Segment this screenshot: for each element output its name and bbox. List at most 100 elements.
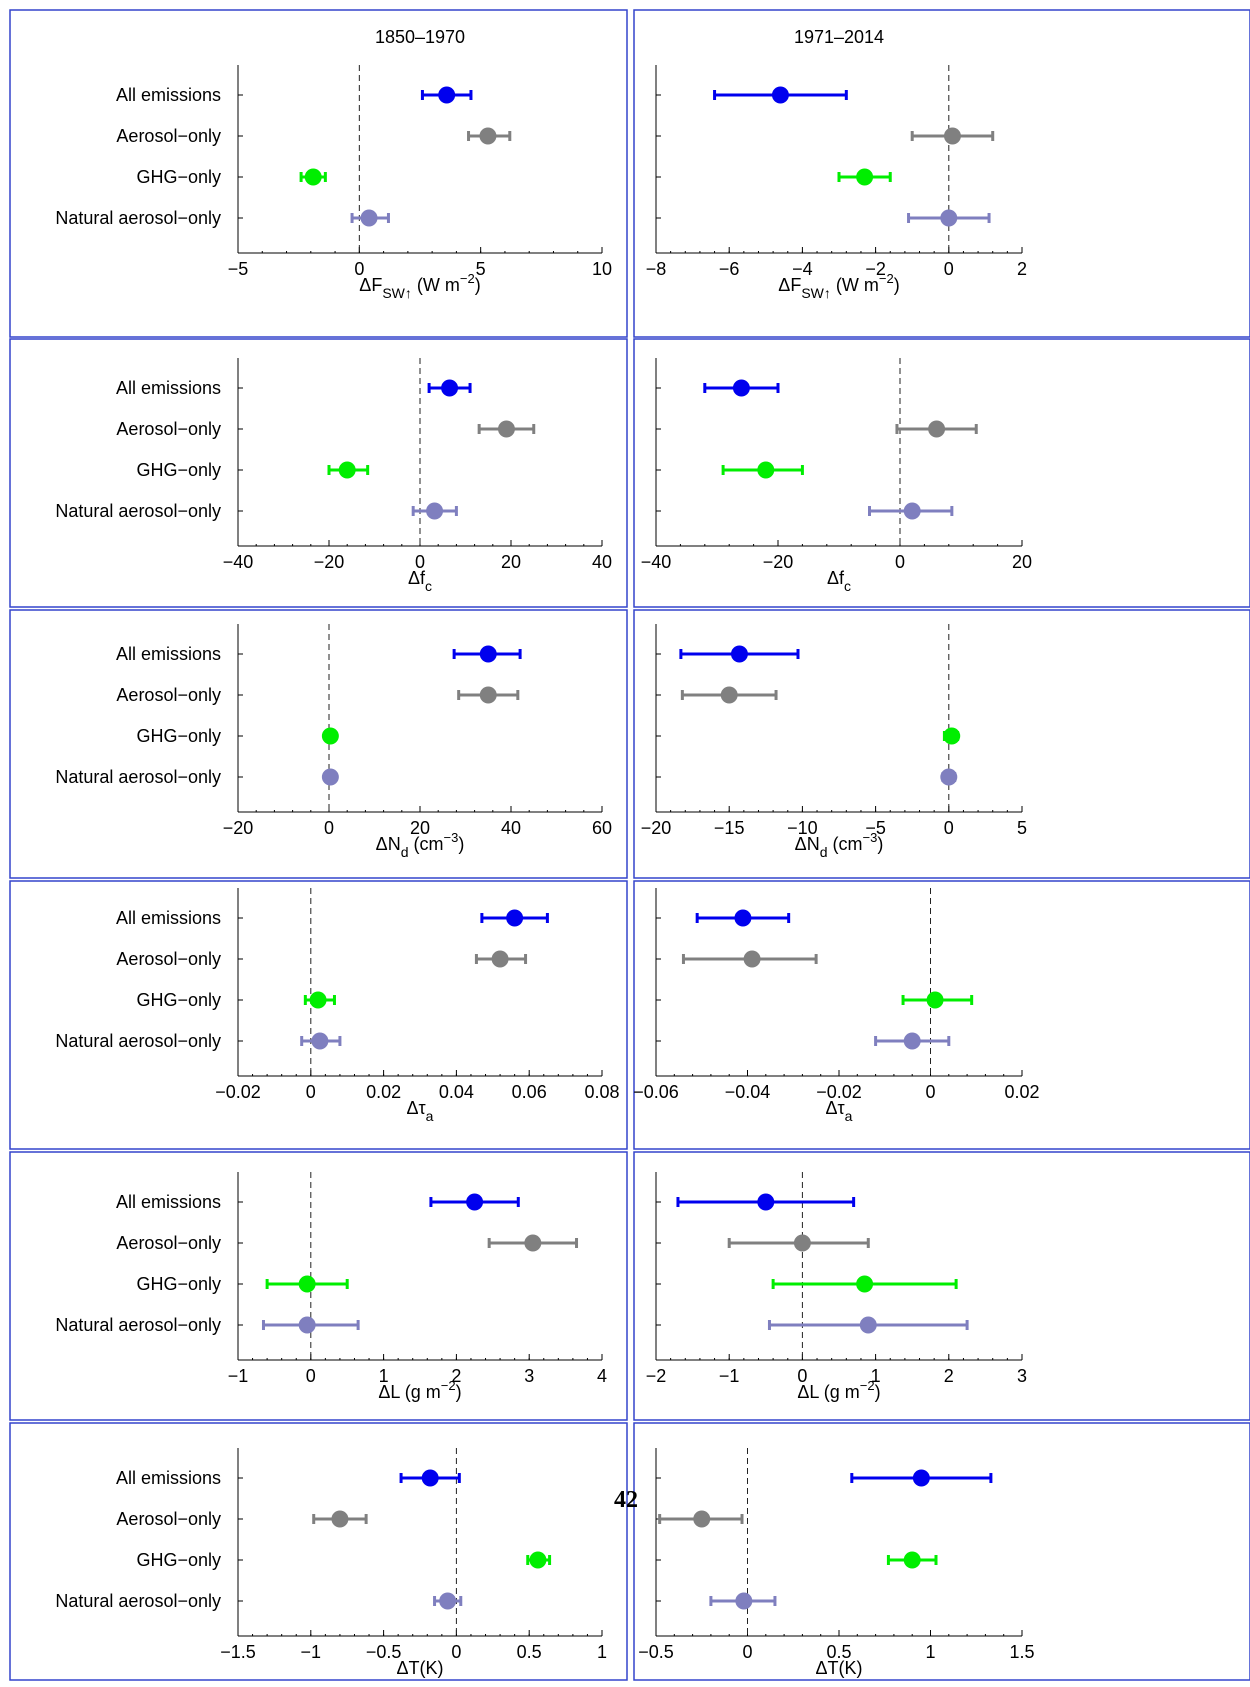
panel-t-1850: −1.5 −1 −0.5 0 0.5 1 ΔT(K) All emissions Aerosol… xyxy=(9,1422,628,1681)
x-label-main: ΔT(K) xyxy=(815,1658,862,1678)
x-label-superscript: −2 xyxy=(860,1378,875,1393)
x-tick-label: 0 xyxy=(354,259,364,279)
panel-t-1971: −0.5 0 0.5 1 1.5 ΔT(K) xyxy=(633,1422,1250,1681)
x-tick-label: 0 xyxy=(742,1642,752,1662)
x-axis-label: ΔFSW↑ (W m−2) xyxy=(778,271,899,301)
point-aerosol xyxy=(943,127,961,145)
category-label: Natural aerosol−only xyxy=(55,1315,221,1335)
x-axis-label: ΔNd (cm−3) xyxy=(376,830,465,860)
x-tick-label: −5 xyxy=(228,259,249,279)
x-tick-label: −1 xyxy=(301,1642,322,1662)
x-tick-label: 0.04 xyxy=(439,1082,474,1102)
category-label: Natural aerosol−only xyxy=(55,1591,221,1611)
x-label-subscript: a xyxy=(426,1108,434,1124)
x-axis-label: ΔNd (cm−3) xyxy=(795,830,884,860)
x-label-unit: (cm xyxy=(828,834,863,854)
panel-frame xyxy=(9,1422,628,1681)
page-number: 42 xyxy=(614,1487,638,1513)
x-tick-label: −15 xyxy=(714,818,745,838)
panel-tau-1971: −0.06 −0.04 −0.02 0 0.02 Δτa xyxy=(633,880,1250,1150)
category-label: All emissions xyxy=(116,644,221,664)
point-aerosol xyxy=(928,420,946,438)
x-axis-label: ΔT(K) xyxy=(815,1658,862,1678)
x-label-close: ) xyxy=(875,1382,881,1402)
panel-frame xyxy=(633,880,1250,1150)
x-tick-label: −20 xyxy=(641,818,672,838)
x-tick-label: 0 xyxy=(306,1366,316,1386)
x-axis-label: Δτa xyxy=(826,1098,853,1124)
x-tick-label: 40 xyxy=(501,818,521,838)
panel-frame xyxy=(633,609,1250,879)
category-label: GHG−only xyxy=(136,1550,221,1570)
x-tick-label: 2 xyxy=(944,1366,954,1386)
x-tick-label: −2 xyxy=(646,1366,667,1386)
x-tick-label: 1 xyxy=(597,1642,607,1662)
x-label-main: Δτ xyxy=(826,1098,845,1118)
x-axis-label: Δτa xyxy=(407,1098,434,1124)
panel-title: 1971–2014 xyxy=(794,27,884,47)
point-all xyxy=(421,1469,439,1487)
x-label-close: ) xyxy=(456,1382,462,1402)
panel-fsw-1850: 1850–1970 −5 0 5 10 ΔFSW↑ (W m−2) All emission… xyxy=(9,9,628,338)
point-natural xyxy=(311,1032,329,1050)
point-ghg xyxy=(903,1551,921,1569)
point-ghg xyxy=(338,461,356,479)
x-label-main: Δf xyxy=(827,568,845,588)
point-all xyxy=(441,379,459,397)
point-aerosol xyxy=(743,950,761,968)
point-all xyxy=(479,645,497,663)
panel-fsw-1971: 1971–2014 −8 −6 −4 −2 0 2 ΔFSW↑ (W m−2) xyxy=(633,9,1250,338)
x-label-subscript: a xyxy=(845,1108,853,1124)
panel-l-1971: −2 −1 0 1 2 3ΔL (g m−2) xyxy=(633,1151,1250,1421)
x-tick-label: −0.04 xyxy=(725,1082,771,1102)
x-label-subscript: SW↑ xyxy=(801,285,831,301)
panel-frame xyxy=(9,1151,628,1421)
panel-frame xyxy=(9,880,628,1150)
x-tick-label: 0.08 xyxy=(584,1082,619,1102)
x-tick-label: −1 xyxy=(228,1366,249,1386)
panel-nd-1850: −20 0 20 40 60 ΔNd (cm−3) All emissions Aerosol… xyxy=(9,609,628,879)
x-tick-label: −6 xyxy=(719,259,740,279)
point-all xyxy=(734,909,752,927)
category-label: GHG−only xyxy=(136,1274,221,1294)
category-label: All emissions xyxy=(116,1468,221,1488)
x-label-main: ΔF xyxy=(359,275,382,295)
point-ghg xyxy=(926,991,944,1009)
x-tick-label: −20 xyxy=(763,552,794,572)
x-tick-label: 0 xyxy=(451,1642,461,1662)
point-natural xyxy=(426,502,444,520)
panel-frame xyxy=(633,338,1250,608)
point-aerosol xyxy=(720,686,738,704)
panel-frame xyxy=(9,609,628,879)
x-tick-label: −8 xyxy=(646,259,667,279)
point-ghg xyxy=(304,168,322,186)
x-tick-label: 0 xyxy=(415,552,425,572)
x-label-superscript: −3 xyxy=(863,830,878,845)
x-tick-label: 1.5 xyxy=(1009,1642,1034,1662)
point-natural xyxy=(940,768,958,786)
point-natural xyxy=(859,1316,877,1334)
category-label: All emissions xyxy=(116,1192,221,1212)
x-tick-label: −20 xyxy=(314,552,345,572)
x-tick-label: 0.5 xyxy=(826,1642,851,1662)
x-label-subscript: SW↑ xyxy=(382,285,412,301)
panel-tau-1850: −0.02 0 0.02 0.04 0.06 0.08 Δτa All emissions Ae… xyxy=(9,880,628,1150)
x-axis-label: ΔT(K) xyxy=(396,1658,443,1678)
x-tick-label: 2 xyxy=(1017,259,1027,279)
x-label-unit: (W m xyxy=(412,275,460,295)
x-label-subscript: d xyxy=(401,844,409,860)
point-natural xyxy=(735,1592,753,1610)
x-axis-label: Δfc xyxy=(827,568,851,594)
category-label: GHG−only xyxy=(136,726,221,746)
point-natural xyxy=(360,209,378,227)
x-tick-label: 0 xyxy=(797,1366,807,1386)
x-tick-label: 0 xyxy=(944,818,954,838)
x-label-unit: (W m xyxy=(831,275,879,295)
point-all xyxy=(466,1193,484,1211)
category-label: GHG−only xyxy=(136,167,221,187)
x-tick-label: 40 xyxy=(592,552,612,572)
x-tick-label: −0.5 xyxy=(638,1642,674,1662)
x-tick-label: 0 xyxy=(944,259,954,279)
x-tick-label: 1 xyxy=(925,1642,935,1662)
category-label: Natural aerosol−only xyxy=(55,1031,221,1051)
